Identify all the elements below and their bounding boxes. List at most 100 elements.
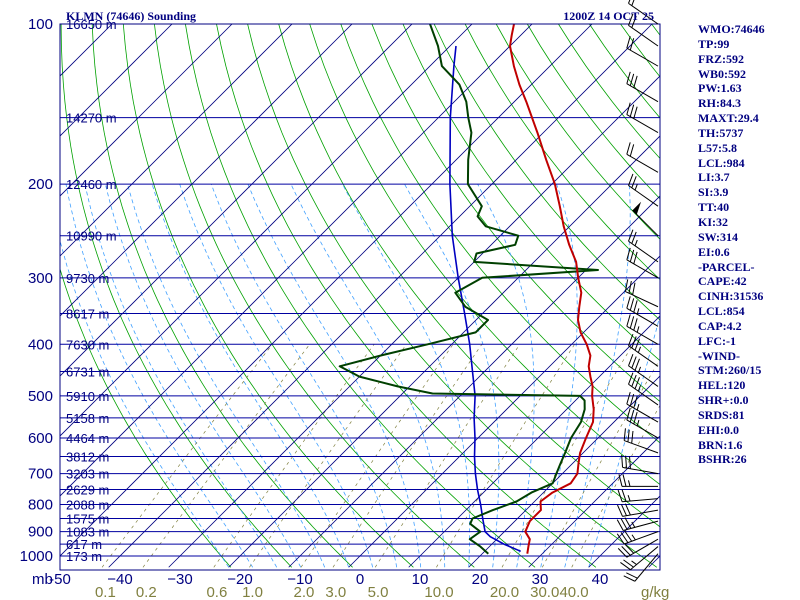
index-value: BSHR:26: [698, 452, 747, 467]
index-value: RH:84.3: [698, 96, 741, 111]
wind-barb: [628, 333, 659, 367]
index-value: EI:0.6: [698, 244, 730, 259]
valid-time: 1200Z 14 OCT 25: [563, 9, 654, 23]
moist-adiabat: [179, 183, 374, 568]
index-value: HEL:120: [698, 378, 746, 393]
height-label: 4464 m: [66, 431, 109, 446]
isotherm: [168, 75, 660, 568]
mixing-ratio-label: 5.0: [368, 584, 389, 600]
mixing-ratio-line: [101, 344, 273, 568]
pressure-tick-label: 600: [28, 430, 53, 447]
wind-barb: [616, 517, 659, 531]
pressure-tick-label: 900: [28, 524, 53, 541]
index-value: EHI:0.0: [698, 422, 740, 437]
station-title: KLMN (74646) Sounding: [66, 9, 196, 23]
mixing-ratio-line: [436, 344, 575, 568]
wind-barb: [623, 553, 659, 582]
height-label: 9730 m: [66, 271, 109, 286]
temperature-tick-label: 20: [472, 571, 489, 588]
isotherm: [60, 24, 353, 317]
mixing-ratio-label: 10.0: [424, 584, 453, 600]
moist-adiabat: [60, 238, 230, 568]
index-value: TH:5737: [698, 125, 744, 140]
moist-adiabat: [290, 183, 446, 568]
moist-adiabat: [540, 183, 578, 568]
wind-barb: [617, 538, 659, 558]
moist-adiabat: [65, 184, 254, 568]
height-label: 16650 m: [66, 17, 117, 32]
wind-barb: [626, 314, 659, 345]
wind-barb: [626, 102, 659, 134]
height-label: 8617 m: [66, 306, 109, 321]
moist-adiabat: [127, 183, 326, 568]
pressure-tick-label: 100: [28, 16, 53, 33]
mixing-ratio-line: [501, 344, 634, 568]
dry-adiabat: [216, 24, 597, 568]
height-label: 173 m: [66, 549, 102, 564]
wind-barb: [620, 546, 659, 571]
moist-adiabat: [105, 184, 302, 568]
index-value: WMO:74646: [698, 22, 765, 36]
isotherm: [468, 375, 660, 568]
mixing-ratio-label: 2.0: [294, 584, 315, 600]
temperature-trace: [509, 24, 595, 554]
wind-barb: [626, 392, 659, 423]
temperature-tick-label: −20: [227, 571, 252, 588]
height-label: 6731 m: [66, 365, 109, 380]
mixing-ratio-line: [249, 344, 407, 568]
index-value: CAP:4.2: [698, 318, 742, 333]
wind-barb: [626, 407, 659, 439]
index-value: LCL:984: [698, 155, 745, 170]
temperature-tick-label: 10: [412, 571, 429, 588]
temperature-tick-label: −30: [167, 571, 192, 588]
pressure-tick-label: 700: [28, 466, 53, 483]
height-label: 5910 m: [66, 389, 109, 404]
index-value: KI:32: [698, 214, 728, 229]
wind-barb: [628, 354, 659, 387]
mixing-axis-label: g/kg: [641, 584, 669, 600]
height-label: 14270 m: [66, 111, 117, 126]
height-label: 2088 m: [66, 497, 109, 512]
mixing-ratio-line: [374, 344, 521, 568]
dry-adiabat: [464, 24, 660, 281]
isotherm: [108, 24, 653, 568]
wind-barb: [628, 173, 659, 207]
isotherm: [60, 24, 533, 497]
temperature-tick-label: −10: [287, 571, 312, 588]
mixing-ratio-label: 1.0: [242, 584, 263, 600]
isotherm: [408, 315, 660, 568]
index-value: -WIND-: [698, 348, 740, 363]
height-label: 2629 m: [66, 483, 109, 498]
height-label: 617 m: [66, 537, 102, 552]
isotherm: [60, 24, 233, 197]
wind-barb: [621, 454, 659, 475]
index-value: SHR+:0.0: [698, 393, 749, 408]
height-label: 5158 m: [66, 411, 109, 426]
dry-adiabat: [60, 267, 232, 568]
wind-barb: [628, 229, 659, 263]
index-value: PW:1.63: [698, 81, 742, 96]
wind-barb: [624, 279, 659, 308]
isotherm: [60, 24, 173, 137]
wind-barb: [616, 530, 659, 545]
mixing-ratio-label: 0.6: [206, 584, 227, 600]
isotherm: [288, 195, 660, 568]
moist-adiabat: [151, 183, 350, 568]
isotherm: [348, 255, 660, 568]
index-value: SW:314: [698, 229, 739, 244]
index-value: SI:3.9: [698, 185, 729, 200]
index-value: WB0:592: [698, 66, 746, 81]
pressure-tick-label: 1000: [20, 548, 53, 565]
moist-adiabat: [342, 183, 471, 568]
height-label: 3203 m: [66, 467, 109, 482]
mixing-ratio-line: [571, 404, 660, 568]
mixing-ratio-label: 0.1: [95, 584, 116, 600]
mixing-ratio-label: 40.0: [559, 584, 588, 600]
mixing-ratio-line: [541, 358, 660, 568]
moist-adiabat: [404, 183, 500, 568]
moist-adiabat: [210, 183, 398, 568]
mixing-ratio-label: 30.0: [530, 584, 559, 600]
index-value: SRDS:81: [698, 407, 745, 422]
wind-barb: [617, 489, 659, 503]
